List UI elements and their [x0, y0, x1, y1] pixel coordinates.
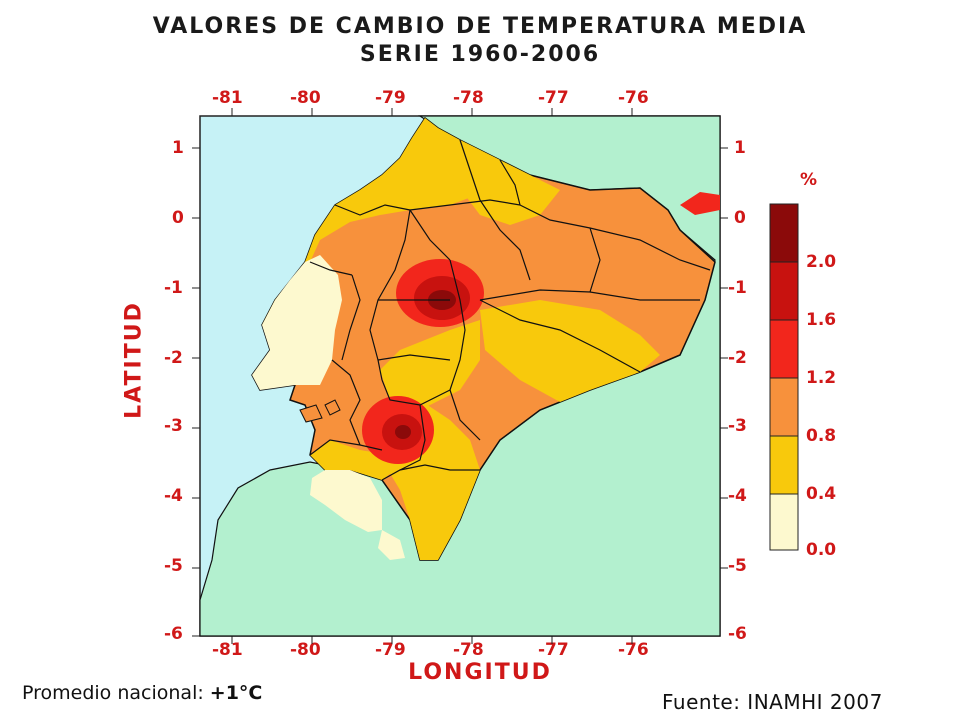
- lon-tick-bottom: -81: [212, 640, 243, 660]
- ecuador-mainland: [251, 116, 716, 561]
- national-average: Promedio nacional: +1°C: [22, 682, 262, 704]
- legend-swatch: [769, 261, 799, 321]
- legend-label: 2.0: [806, 252, 837, 272]
- island: [324, 399, 341, 416]
- legend-label: 1.2: [806, 368, 837, 388]
- lat-tick-right: -5: [728, 556, 747, 576]
- legend-label: 0.8: [806, 426, 837, 446]
- lat-tick-right: -2: [728, 348, 747, 368]
- lat-tick-right: -1: [728, 278, 747, 298]
- lon-tick-bottom: -79: [375, 640, 406, 660]
- map-title: VALORES DE CAMBIO DE TEMPERATURA MEDIA: [152, 14, 808, 39]
- lat-tick-right: 0: [734, 208, 746, 228]
- lon-tick-top: -78: [453, 88, 484, 108]
- lat-tick-left: 0: [172, 208, 184, 228]
- lat-tick-left: -6: [164, 624, 183, 644]
- lat-tick-left: 1: [172, 138, 184, 158]
- legend-swatch: [769, 377, 799, 437]
- pale-zone: [252, 255, 342, 390]
- island: [299, 404, 323, 423]
- lat-tick-right: 1: [734, 138, 746, 158]
- legend-bar: [769, 203, 799, 551]
- lon-tick-bottom: -78: [453, 640, 484, 660]
- legend-swatch: [769, 319, 799, 379]
- lon-tick-top: -80: [290, 88, 321, 108]
- pale-zone: [378, 530, 405, 560]
- national-average-value: +1°C: [209, 682, 263, 704]
- legend-swatch: [769, 493, 799, 551]
- longitude-axis-label: LONGITUD: [408, 660, 552, 685]
- lat-tick-left: -4: [164, 486, 183, 506]
- lon-tick-top: -79: [375, 88, 406, 108]
- pale-zone: [310, 470, 382, 532]
- hotspot-northeast: [680, 192, 720, 215]
- lon-tick-top: -77: [538, 88, 569, 108]
- national-average-label: Promedio nacional:: [22, 682, 210, 704]
- legend-swatch: [769, 435, 799, 495]
- lat-tick-left: -5: [164, 556, 183, 576]
- lon-tick-bottom: -76: [618, 640, 649, 660]
- yellow-zone: [380, 320, 480, 410]
- hotspot-south-peak: [395, 425, 411, 439]
- lat-tick-left: -3: [164, 416, 183, 436]
- province-boundaries: [309, 139, 711, 481]
- temperature-map: [192, 108, 799, 644]
- lon-tick-bottom: -80: [290, 640, 321, 660]
- map-subtitle: SERIE 1960-2006: [359, 42, 601, 67]
- lat-tick-right: -3: [728, 416, 747, 436]
- legend-unit: %: [800, 170, 818, 190]
- legend-swatch: [769, 203, 799, 263]
- lon-tick-top: -81: [212, 88, 243, 108]
- lat-tick-left: -1: [164, 278, 183, 298]
- legend-label: 0.4: [806, 484, 837, 504]
- lon-tick-bottom: -77: [538, 640, 569, 660]
- yellow-zone: [480, 300, 660, 402]
- map-panel: VALORES DE CAMBIO DE TEMPERATURA MEDIA S…: [120, 0, 840, 685]
- lat-tick-left: -2: [164, 348, 183, 368]
- legend-label: 0.0: [806, 540, 837, 560]
- legend-label: 1.6: [806, 310, 837, 330]
- yellow-zone: [450, 140, 560, 225]
- lat-tick-right: -4: [728, 486, 747, 506]
- tick-marks: [192, 108, 728, 644]
- lat-tick-right: -6: [728, 624, 747, 644]
- lon-tick-top: -76: [618, 88, 649, 108]
- source-note: Fuente: INAMHI 2007: [662, 690, 883, 714]
